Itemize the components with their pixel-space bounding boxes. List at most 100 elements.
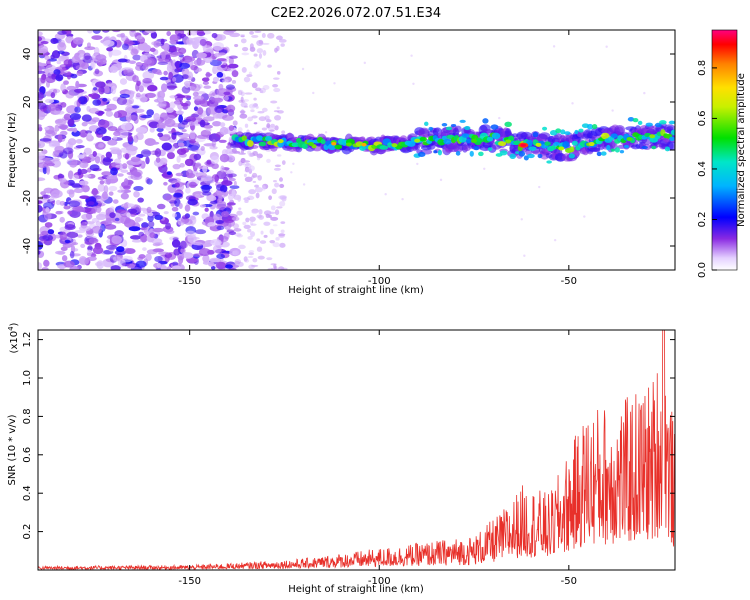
heatmap-cell [184,204,191,212]
heatmap-cell [273,167,281,171]
heatmap-cell [216,58,227,62]
heatmap-cell [64,224,76,231]
colorbar-label: Normalized spectral amplitude [736,73,747,227]
snr-x-ticks: -150 -100 -50 [178,330,577,587]
heatmap-cell [105,151,112,159]
heatmap-cell [177,142,185,147]
heatmap-cell [169,101,176,109]
heatmap-cell [433,150,438,154]
heatmap-cell [153,40,160,48]
heatmap-cell [226,145,232,150]
heatmap-cell [626,137,633,142]
heatmap-cell [668,120,675,125]
heatmap-cell [248,264,255,270]
heatmap-cell [190,83,201,92]
heatmap-cell [172,237,179,241]
heatmap-cell [67,138,77,146]
heatmap-cell [197,107,204,115]
heatmap-cell [273,265,278,270]
heatmap-cell [115,110,128,118]
heatmap-cell [73,188,84,194]
heatmap-cell [555,128,562,134]
snr-panel: -150 -100 -50 0.2 0.4 0.6 0.8 1.0 1.2 Height of… [7,322,676,595]
heatmap-cell [51,143,61,147]
heatmap-cell [106,47,114,52]
heatmap-cell [273,87,281,93]
heatmap-cell [101,135,112,142]
heatmap-cell [95,54,107,62]
heatmap-cell [83,52,91,60]
colorbar-tick-label: 0.4 [697,161,708,177]
heatmap-cell [515,151,520,155]
heatmap-cell [118,129,129,139]
heatmap-cell [199,204,207,208]
heatmap-cell [277,139,284,144]
heatmap-cell [211,92,216,96]
heatmap-cell [217,191,226,199]
heatmap-cell [256,40,264,47]
heatmap-cell [220,165,225,173]
heatmap-cell [128,226,141,232]
heatmap-cell [535,142,542,147]
heatmap-cell [176,155,181,163]
heatmap-cell [244,166,250,173]
heatmap-cell [228,177,236,182]
heatmap-cell [65,91,75,99]
heatmap-cell [248,103,257,109]
heatmap-cell [47,229,55,235]
spectrogram-heatmap [38,30,675,270]
heatmap-cell [45,207,50,213]
heatmap-cell [219,153,230,163]
heatmap-cell [232,216,240,222]
heatmap-cell [331,141,337,146]
heatmap-cell [277,266,285,270]
heatmap-cell [112,256,122,262]
heatmap-cell [606,144,611,151]
heatmap-cell [243,173,247,178]
heatmap-cell [279,242,286,248]
heatmap-cell [92,30,101,34]
heatmap-cell [571,140,578,146]
heatmap-cell [66,85,77,91]
heatmap-cell [144,92,157,99]
heatmap-cell [544,141,551,146]
heatmap-cell [217,52,226,56]
heatmap-cell [190,64,198,71]
heatmap-cell [279,200,286,207]
heatmap-cell [251,210,259,214]
heatmap-cell [78,180,89,186]
heatmap-cell [106,103,117,111]
snr-y-scale: (x104) [7,322,20,353]
heatmap-cell [669,136,675,142]
heatmap-cell [188,181,197,189]
heatmap-cell [124,90,136,95]
heatmap-cell [464,126,471,131]
heatmap-cell [237,261,244,267]
heatmap-cell [258,209,263,215]
heatmap-cell [119,93,130,99]
heatmap-cell [38,262,43,270]
heatmap-cell [212,244,222,254]
heatmap-cell [564,131,571,136]
heatmap-cell [238,152,247,155]
heatmap-cell [205,128,212,132]
heatmap-cell [74,230,86,234]
heatmap-cell [234,44,239,48]
heatmap-cell [497,141,507,147]
heatmap-cell [272,84,279,88]
heatmap-cell [207,93,213,98]
heatmap-cell [59,200,66,206]
heatmap-cell [247,236,253,240]
heatmap-cell [120,192,129,200]
heatmap-cell [126,150,133,154]
heatmap-cell [174,198,181,207]
heatmap-cell [137,217,144,222]
heatmap-cell [123,178,129,186]
heatmap-cell [69,161,78,168]
snr-y-tick-label: 0.8 [22,408,33,424]
heatmap-cell [233,180,237,187]
heatmap-cell [215,219,224,225]
heatmap-cell [149,47,156,53]
heatmap-cell [334,144,343,150]
